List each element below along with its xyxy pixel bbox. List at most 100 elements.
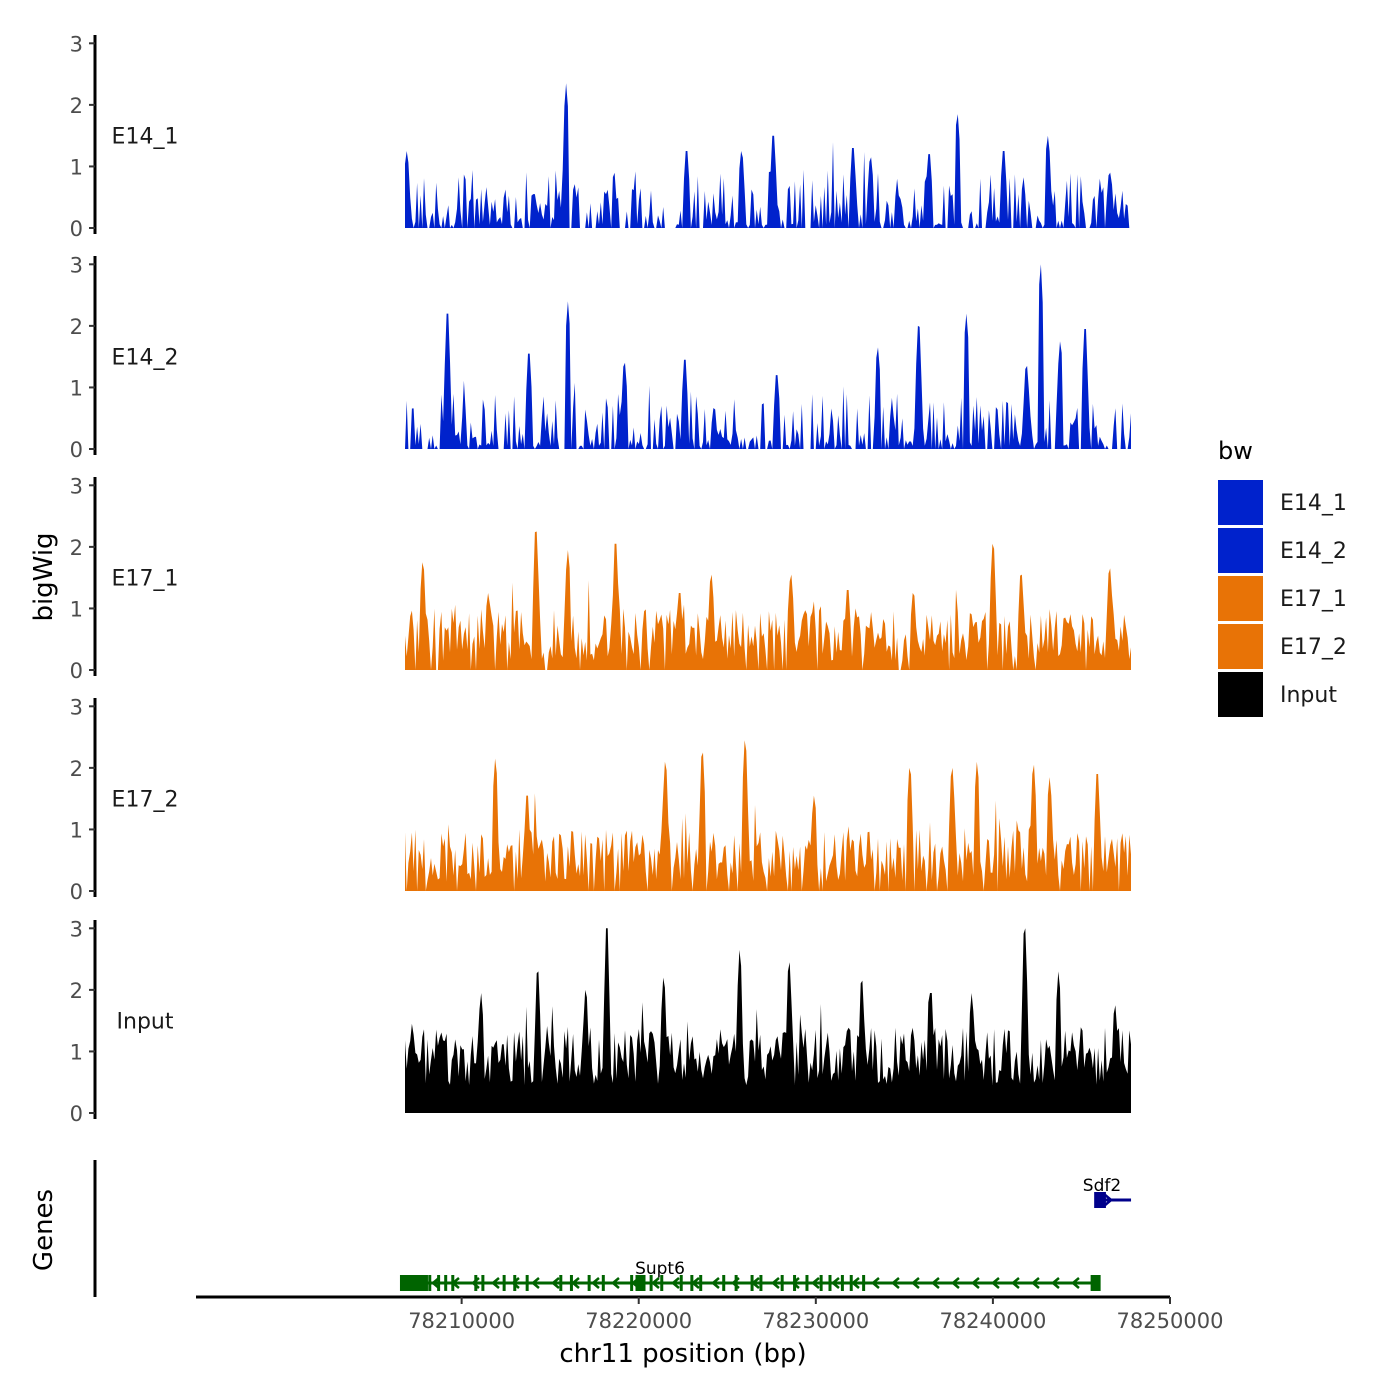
signal-area-e17-1 [405,531,1131,670]
exon [601,1275,605,1291]
exon [660,1275,664,1291]
x-axis-title: chr11 position (bp) [559,1339,806,1369]
exon [569,1275,573,1291]
strand-arrow [491,1277,500,1289]
strand-arrow [891,1277,900,1289]
y-tick-label: 3 [70,474,83,498]
legend: bw E14_1 E14_2 E17_1 E17_2 Input [1218,437,1347,717]
utr-block [401,1275,428,1291]
x-tick-label: 78210000 [408,1309,515,1333]
gene-name-label: Sdf2 [1083,1176,1121,1196]
y-tick-label: 1 [70,597,83,621]
strand-arrow [511,1277,520,1289]
strand-arrow [551,1277,560,1289]
exon [451,1275,455,1291]
strand-arrow [1011,1277,1020,1289]
exon [502,1275,506,1291]
exon [481,1275,485,1291]
exon [734,1275,738,1291]
y-tick-label: 3 [70,917,83,941]
strand-arrow [851,1277,860,1289]
strand-arrow [591,1277,600,1289]
x-tick-label: 78240000 [939,1309,1046,1333]
legend-item-e17-2: E17_2 [1218,624,1347,669]
legend-item-e14-1: E14_1 [1218,480,1347,525]
strand-arrow [871,1277,880,1289]
y-tick-label: 1 [70,1040,83,1064]
legend-label: E17_2 [1280,635,1347,660]
exon [1090,1275,1101,1291]
strand-arrow [531,1277,540,1289]
exon [587,1275,591,1291]
strand-arrow [671,1277,680,1289]
y-tick-label: 2 [70,536,83,560]
legend-swatch [1218,624,1263,669]
legend-label: Input [1280,683,1337,708]
x-tick-label: 78250000 [1117,1309,1224,1333]
exon [819,1275,823,1291]
strand-arrow [1104,1194,1114,1206]
exon [722,1275,726,1291]
legend-label: E14_1 [1280,491,1347,516]
strand-arrow [611,1277,620,1289]
legend-title: bw [1218,437,1253,465]
strand-arrow [1031,1277,1040,1289]
legend-label: E14_2 [1280,539,1347,564]
exon [750,1275,754,1291]
exon [849,1275,853,1291]
y-tick-label: 1 [70,155,83,179]
y-tick-label: 2 [70,94,83,118]
exon [690,1275,694,1291]
track-e17-2: 0 1 2 3 E17_2 [70,695,1131,904]
exon [679,1275,683,1291]
strand-arrow [711,1277,720,1289]
x-tick-label: 78220000 [585,1309,692,1333]
track-e14-2: 0 1 2 3 E14_2 [70,253,1131,462]
genes-axis-title: Genes [29,1189,59,1271]
y-axis-title: bigWig [29,532,59,621]
x-axis: 78210000 78220000 78230000 78240000 78250000 [196,1295,1224,1333]
legend-item-e14-2: E14_2 [1218,528,1347,573]
strand-arrow [791,1277,800,1289]
legend-label: E17_1 [1280,587,1347,612]
y-tick-label: 2 [70,315,83,339]
legend-item-e17-1: E17_1 [1218,576,1347,621]
exon [1095,1192,1106,1208]
strand-arrow [831,1277,840,1289]
track-label: Input [117,1010,174,1035]
legend-swatch [1218,576,1263,621]
exon [428,1275,432,1291]
exon [828,1275,832,1291]
exon [649,1275,653,1291]
exon [437,1275,441,1291]
exon [444,1275,448,1291]
y-tick-label: 3 [70,253,83,277]
track-label: E17_1 [112,567,179,592]
exon [759,1275,763,1291]
signal-area-e14-2 [405,264,1131,449]
exon [559,1275,563,1291]
exon [513,1275,517,1291]
y-tick-label: 0 [70,659,83,683]
track-label: E14_1 [112,125,179,150]
y-tick-label: 3 [70,32,83,56]
strand-arrow [571,1277,580,1289]
gene-supt6: Supt6 [399,1259,1101,1291]
exon [635,1275,646,1291]
y-tick-label: 0 [70,217,83,241]
exon [840,1275,844,1291]
y-tick-label: 3 [70,695,83,719]
genes-track: Supt6 Sdf2 [93,1160,1132,1297]
y-tick-label: 2 [70,757,83,781]
legend-swatch [1218,480,1263,525]
track-input: 0 1 2 3 Input [70,917,1131,1126]
strand-arrow [911,1277,920,1289]
signal-area-e17-2 [405,740,1131,891]
strand-arrow [951,1277,960,1289]
y-tick-label: 2 [70,979,83,1003]
exon [699,1275,703,1291]
y-tick-label: 1 [70,818,83,842]
track-e14-1: 0 1 2 3 E14_1 [70,32,1131,241]
track-e17-1: 0 1 2 3 E17_1 [70,474,1131,683]
legend-swatch [1218,672,1263,717]
